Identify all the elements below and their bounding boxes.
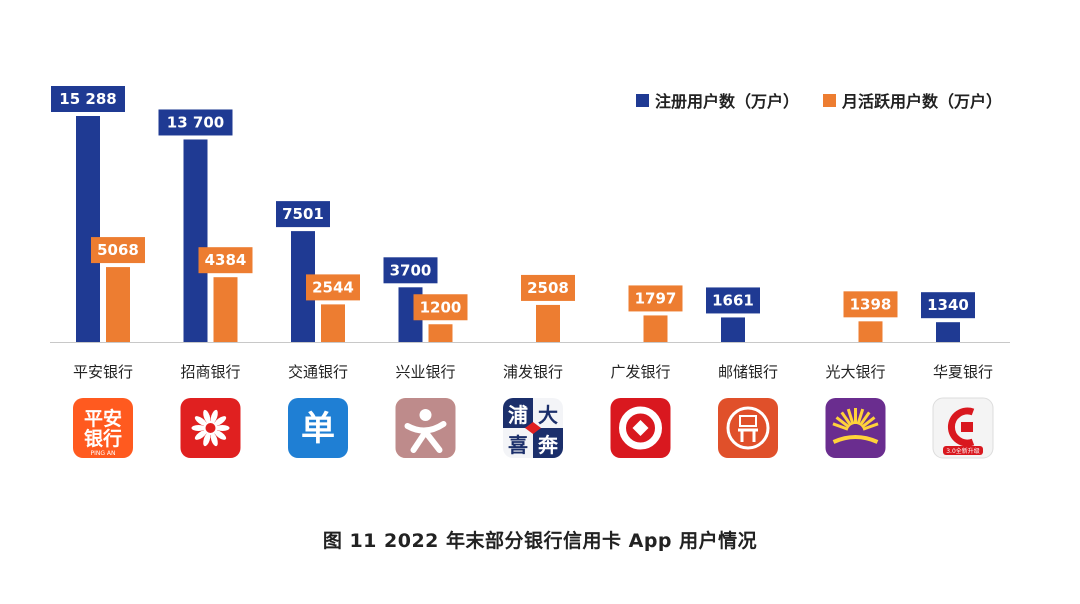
data-label-box-registered-8 (921, 292, 975, 319)
data-label-active-3: 1200 (420, 298, 462, 316)
data-label-box-active-0 (91, 237, 145, 264)
data-label-box-registered-0 (51, 86, 125, 112)
data-label-box-registered-6 (706, 287, 760, 314)
cgb-bank-logo (610, 398, 671, 458)
cmb-bank-logo (180, 398, 241, 458)
bar-registered-1 (183, 139, 208, 342)
bocom-bank-logo: 单 (288, 398, 348, 458)
bar-active-0 (106, 267, 130, 342)
data-label-box-registered-3 (383, 257, 438, 284)
data-label-registered-0: 15 288 (59, 90, 116, 108)
category-label-1: 招商银行 (180, 363, 240, 381)
data-label-active-5: 1797 (635, 289, 677, 307)
data-label-active-7: 1398 (850, 295, 892, 313)
bar-registered-8 (936, 322, 960, 342)
figure-caption: 图 11 2022 年末部分银行信用卡 App 用户情况 (322, 530, 758, 552)
legend-swatch-active (823, 93, 837, 107)
data-label-active-4: 2508 (527, 279, 569, 297)
data-label-box-active-7 (843, 291, 898, 318)
data-label-box-active-1 (198, 247, 253, 274)
data-label-registered-3: 3700 (390, 261, 432, 279)
svg-text:3.0全新升级: 3.0全新升级 (946, 447, 980, 455)
svg-text:浦: 浦 (508, 403, 528, 427)
ceb-bank-logo (825, 398, 886, 458)
data-label-registered-2: 7501 (282, 205, 324, 223)
data-label-registered-1: 13 700 (167, 113, 224, 131)
category-label-6: 邮储银行 (718, 363, 778, 381)
data-label-box-registered-2 (276, 201, 330, 228)
data-label-active-1: 4384 (205, 251, 247, 269)
svg-text:喜: 喜 (508, 433, 528, 457)
category-label-8: 华夏银行 (933, 363, 993, 381)
svg-text:大: 大 (538, 403, 558, 427)
data-label-registered-6: 1661 (712, 291, 754, 309)
legend-label-active: 月活跃用户数（万户） (842, 92, 1003, 111)
bar-registered-0 (76, 116, 100, 342)
category-label-5: 广发银行 (610, 363, 670, 381)
category-label-4: 浦发银行 (503, 363, 563, 381)
cib-bank-logo (395, 398, 456, 458)
hxb-bank-logo: 3.0全新升级 (932, 397, 994, 459)
legend-label-registered: 注册用户数（万户） (655, 92, 800, 111)
bar-active-4 (536, 304, 560, 342)
data-label-box-active-2 (306, 274, 360, 301)
spdb-bank-logo: 浦大喜奔 (503, 398, 563, 458)
category-label-0: 平安银行 (73, 363, 133, 381)
data-label-box-active-3 (413, 294, 468, 321)
bar-active-5 (643, 315, 668, 342)
category-label-7: 光大银行 (825, 363, 885, 381)
legend-item-registered: 注册用户数（万户） (636, 88, 799, 112)
bar-active-3 (428, 324, 453, 342)
data-label-box-registered-1 (158, 109, 233, 136)
bar-active-1 (213, 277, 238, 342)
svg-text:奔: 奔 (537, 433, 559, 457)
data-label-registered-8: 1340 (927, 296, 969, 314)
legend-swatch-registered (636, 93, 649, 107)
bar-chart: 15 288 5068 平安银行 13 700 4384 招商银行 7501 2544 交通银行… (50, 86, 1010, 459)
svg-text:PING AN: PING AN (90, 450, 115, 457)
legend-item-active: 月活跃用户数（万户） (823, 88, 1002, 112)
category-label-2: 交通银行 (288, 363, 348, 381)
svg-text:平安: 平安 (84, 407, 122, 430)
bar-active-2 (321, 304, 345, 342)
bar-registered-6 (721, 317, 745, 342)
data-label-box-active-5 (628, 285, 683, 312)
svg-text:单: 单 (301, 409, 335, 449)
data-label-box-active-4 (521, 274, 575, 301)
category-label-3: 兴业银行 (395, 363, 455, 381)
psbc-bank-logo (718, 398, 778, 458)
data-label-active-0: 5068 (97, 241, 139, 259)
chart-legend: 注册用户数（万户） 月活跃用户数（万户） (636, 88, 1002, 112)
data-label-active-2: 2544 (312, 278, 354, 296)
bar-active-7 (858, 321, 883, 342)
svg-text:银行: 银行 (84, 427, 122, 450)
